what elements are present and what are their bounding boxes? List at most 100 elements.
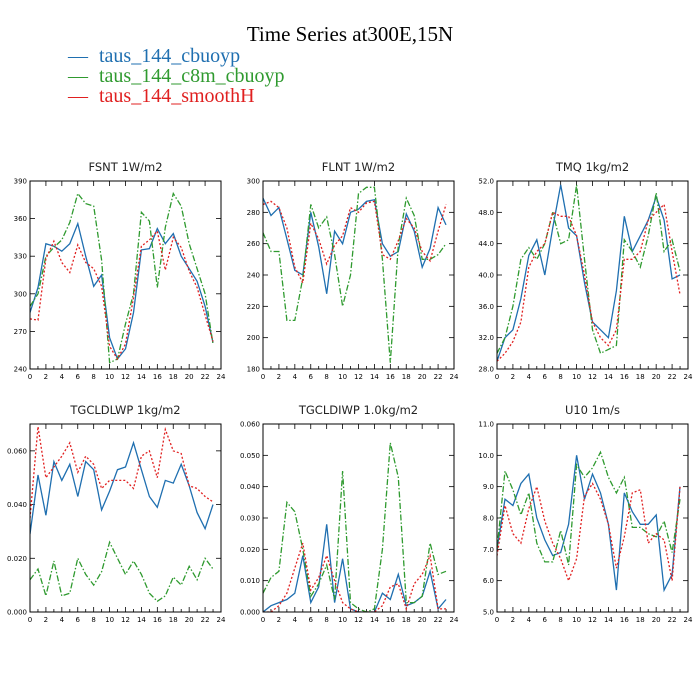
series-line-1: [263, 524, 447, 612]
x-tick-label: 8: [324, 616, 328, 624]
x-tick-label: 8: [91, 616, 95, 624]
series-line-3: [30, 229, 214, 361]
y-tick-label: 52.0: [478, 178, 494, 186]
y-tick-label: 0.020: [240, 546, 260, 554]
x-tick-label: 4: [293, 616, 298, 624]
series-line-1: [30, 221, 214, 361]
x-tick-label: 4: [60, 373, 65, 381]
x-tick-label: 6: [76, 616, 81, 624]
y-tick-label: 0.000: [7, 609, 27, 617]
x-tick-label: 22: [201, 616, 210, 624]
panel-tgcldiwp: TGCLDIWP 1.0kg/m20 2 4 6 8 10 12 14 16 18 20 22 240.…: [240, 403, 459, 624]
y-tick-label: 32.0: [478, 334, 494, 342]
x-tick-label: 12: [354, 616, 363, 624]
y-tick-label: 240: [247, 272, 260, 280]
x-tick-label: 0: [495, 616, 499, 624]
x-tick-label: 20: [185, 616, 194, 624]
x-tick-label: 16: [386, 616, 395, 624]
x-tick-label: 0: [261, 616, 265, 624]
y-tick-label: 0.060: [240, 421, 260, 429]
y-tick-label: 390: [14, 178, 27, 186]
series-line-1: [497, 455, 681, 593]
x-tick-label: 6: [76, 373, 81, 381]
plot-frame: [262, 180, 455, 370]
x-tick-label: 8: [324, 373, 328, 381]
x-tick-label: 24: [450, 373, 459, 381]
y-tick-label: 260: [247, 240, 260, 248]
x-tick-label: 2: [44, 373, 48, 381]
y-tick-label: 280: [247, 209, 260, 217]
x-tick-label: 14: [604, 616, 613, 624]
x-tick-label: 18: [169, 616, 178, 624]
x-tick-label: 4: [293, 373, 298, 381]
y-tick-label: 48.0: [478, 209, 494, 217]
x-tick-label: 14: [137, 373, 146, 381]
x-tick-label: 12: [588, 616, 597, 624]
y-tick-label: 300: [247, 178, 260, 186]
x-tick-label: 10: [338, 373, 347, 381]
x-tick-label: 20: [418, 373, 427, 381]
y-tick-label: 0.060: [7, 447, 27, 455]
figure-title: Time Series at300E,15N: [247, 22, 453, 46]
x-tick-label: 24: [684, 616, 693, 624]
x-tick-label: 12: [121, 373, 130, 381]
x-tick-label: 20: [185, 373, 194, 381]
panel-tmq: TMQ 1kg/m20 2 4 6 8 10 12 14 16 18 20 22 2428.032.03…: [478, 160, 693, 381]
plot-frame: [262, 423, 455, 613]
x-tick-label: 24: [217, 373, 226, 381]
panel-fsnt: FSNT 1W/m20 2 4 6 8 10 12 14 16 18 20 22 24240270300…: [14, 160, 226, 381]
y-tick-label: 0.050: [240, 452, 260, 460]
x-tick-label: 22: [668, 373, 677, 381]
x-tick-label: 20: [418, 616, 427, 624]
y-tick-label: 10.0: [478, 452, 494, 460]
x-tick-label: 22: [434, 616, 443, 624]
x-tick-label: 24: [450, 616, 459, 624]
panel-u10: U10 1m/s0 2 4 6 8 10 12 14 16 18 20 22 245.06.07.08.…: [478, 403, 693, 624]
x-tick-label: 24: [684, 373, 693, 381]
x-tick-label: 22: [434, 373, 443, 381]
y-tick-label: 44.0: [478, 240, 494, 248]
x-tick-label: 10: [338, 616, 347, 624]
plot-frame: [29, 423, 222, 613]
x-tick-label: 10: [105, 616, 114, 624]
x-tick-label: 14: [370, 373, 379, 381]
x-tick-label: 8: [91, 373, 95, 381]
legend-swatch-3: —: [67, 85, 89, 107]
x-tick-label: 0: [495, 373, 499, 381]
series-line-3: [263, 200, 447, 285]
series-line-3: [30, 426, 214, 519]
legend-label-1: taus_144_cbuoyp: [99, 45, 240, 67]
y-tick-label: 7.0: [483, 546, 494, 554]
x-tick-label: 4: [60, 616, 65, 624]
x-tick-label: 20: [652, 616, 661, 624]
panel-title: TGCLDLWP 1kg/m2: [69, 403, 180, 417]
x-tick-label: 12: [354, 373, 363, 381]
x-tick-label: 20: [652, 373, 661, 381]
x-tick-label: 12: [588, 373, 597, 381]
y-tick-label: 330: [14, 253, 27, 261]
legend-entry-2: — taus_144_c8m_cbuoyp: [67, 65, 285, 87]
x-tick-label: 6: [309, 616, 314, 624]
panel-title: U10 1m/s: [565, 403, 620, 417]
panel-title: TGCLDIWP 1.0kg/m2: [298, 403, 418, 417]
series-line-2: [30, 191, 214, 364]
panel-title: TMQ 1kg/m2: [555, 160, 629, 174]
y-tick-label: 5.0: [483, 609, 494, 617]
legend: — taus_144_cbuoyp — taus_144_c8m_cbuoyp …: [67, 45, 285, 107]
x-tick-label: 4: [527, 616, 532, 624]
y-tick-label: 40.0: [478, 272, 494, 280]
panel-tgcldlwp: TGCLDLWP 1kg/m20 2 4 6 8 10 12 14 16 18 20 22 240.00…: [7, 403, 226, 624]
x-tick-label: 16: [386, 373, 395, 381]
legend-label-2: taus_144_c8m_cbuoyp: [99, 65, 285, 87]
y-tick-label: 36.0: [478, 303, 494, 311]
x-tick-label: 2: [511, 373, 515, 381]
x-tick-label: 6: [543, 373, 548, 381]
plot-frame: [496, 180, 689, 370]
panel-flnt: FLNT 1W/m20 2 4 6 8 10 12 14 16 18 20 22 24180200220…: [247, 160, 459, 381]
x-tick-label: 22: [201, 373, 210, 381]
x-tick-label: 10: [572, 616, 581, 624]
series-line-2: [497, 450, 681, 566]
panel-title: FSNT 1W/m2: [88, 160, 162, 174]
x-tick-label: 14: [604, 373, 613, 381]
x-tick-label: 2: [44, 616, 48, 624]
